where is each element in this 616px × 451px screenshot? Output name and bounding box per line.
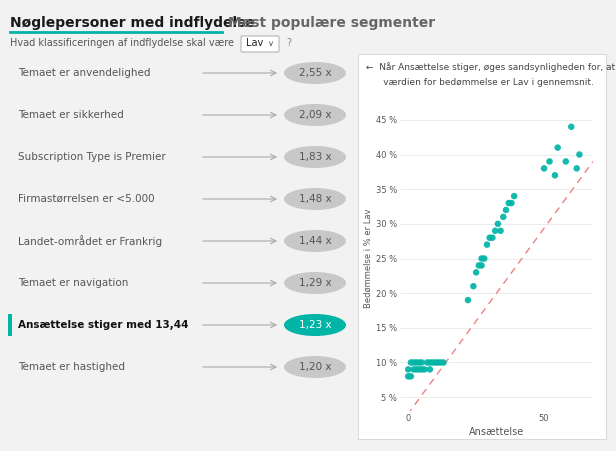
Text: Temaet er navigation: Temaet er navigation (18, 278, 128, 288)
Point (425, 359, 435, 366)
Point (406, 359, 416, 366)
Point (493, 220, 503, 227)
Point (496, 227, 506, 235)
Point (433, 359, 443, 366)
Text: 1,29 x: 1,29 x (299, 278, 331, 288)
Point (463, 296, 473, 304)
Point (422, 359, 432, 366)
Point (414, 366, 424, 373)
FancyBboxPatch shape (241, 36, 279, 52)
Text: ?: ? (286, 38, 291, 49)
Point (403, 366, 413, 373)
Point (501, 207, 511, 214)
Point (485, 234, 495, 241)
Text: 1,44 x: 1,44 x (299, 236, 331, 246)
Ellipse shape (284, 314, 346, 336)
Text: Nøglepersoner med indflydelse: Nøglepersoner med indflydelse (10, 16, 255, 30)
Text: Landet-området er Frankrig: Landet-området er Frankrig (18, 235, 162, 247)
Point (490, 227, 500, 235)
Point (419, 366, 429, 373)
Text: Mest populære segmenter: Mest populære segmenter (228, 16, 435, 30)
Point (479, 255, 489, 262)
Point (414, 359, 424, 366)
X-axis label: Ansættelse: Ansættelse (469, 427, 524, 437)
Point (406, 373, 416, 380)
Point (561, 158, 571, 165)
Point (411, 366, 421, 373)
Point (504, 199, 514, 207)
Point (428, 359, 437, 366)
Point (482, 241, 492, 248)
Point (509, 193, 519, 200)
Ellipse shape (284, 356, 346, 378)
Text: Temaet er anvendelighed: Temaet er anvendelighed (18, 68, 150, 78)
Point (408, 366, 418, 373)
Text: Temaet er hastighed: Temaet er hastighed (18, 362, 125, 372)
Point (403, 373, 413, 380)
Text: 2,55 x: 2,55 x (299, 68, 331, 78)
Text: Ansættelse stiger med 13,44: Ansættelse stiger med 13,44 (18, 320, 188, 330)
Ellipse shape (284, 146, 346, 168)
Point (417, 359, 427, 366)
Point (411, 359, 421, 366)
Point (477, 262, 487, 269)
Point (545, 158, 554, 165)
Ellipse shape (284, 104, 346, 126)
Point (566, 123, 576, 130)
Text: værdien for bedømmelse er Lav i gennemsnit.: værdien for bedømmelse er Lav i gennemsn… (366, 78, 594, 87)
Text: Temaet er sikkerhed: Temaet er sikkerhed (18, 110, 124, 120)
Text: 1,48 x: 1,48 x (299, 194, 331, 204)
Point (550, 172, 560, 179)
Text: ←  Når Ansættelse stiger, øges sandsynligheden for, at: ← Når Ansættelse stiger, øges sandsynlig… (366, 62, 615, 72)
Text: 2,09 x: 2,09 x (299, 110, 331, 120)
Point (498, 213, 508, 221)
Point (477, 255, 487, 262)
FancyBboxPatch shape (8, 314, 12, 336)
FancyBboxPatch shape (358, 54, 606, 439)
Point (553, 144, 562, 151)
Ellipse shape (284, 272, 346, 294)
Point (408, 359, 418, 366)
Ellipse shape (284, 188, 346, 210)
Ellipse shape (284, 230, 346, 252)
Point (539, 165, 549, 172)
Point (572, 165, 582, 172)
Y-axis label: Bedømmelse i % er Lav: Bedømmelse i % er Lav (364, 209, 373, 308)
Text: Lav: Lav (246, 38, 263, 49)
Point (417, 366, 427, 373)
Text: 1,83 x: 1,83 x (299, 152, 331, 162)
Text: Firmastørrelsen er <5.000: Firmastørrelsen er <5.000 (18, 194, 155, 204)
Text: 1,23 x: 1,23 x (299, 320, 331, 330)
Point (506, 199, 516, 207)
Point (436, 359, 446, 366)
Text: Hvad klassificeringen af indflydelse skal være: Hvad klassificeringen af indflydelse ska… (10, 38, 234, 48)
Point (425, 366, 435, 373)
Point (468, 283, 478, 290)
Text: ∨: ∨ (268, 39, 274, 48)
Text: Subscription Type is Premier: Subscription Type is Premier (18, 152, 166, 162)
Point (471, 269, 481, 276)
Point (439, 359, 448, 366)
Point (474, 262, 484, 269)
Ellipse shape (284, 62, 346, 84)
Point (575, 151, 585, 158)
Text: 1,20 x: 1,20 x (299, 362, 331, 372)
Point (431, 359, 440, 366)
Point (487, 234, 497, 241)
